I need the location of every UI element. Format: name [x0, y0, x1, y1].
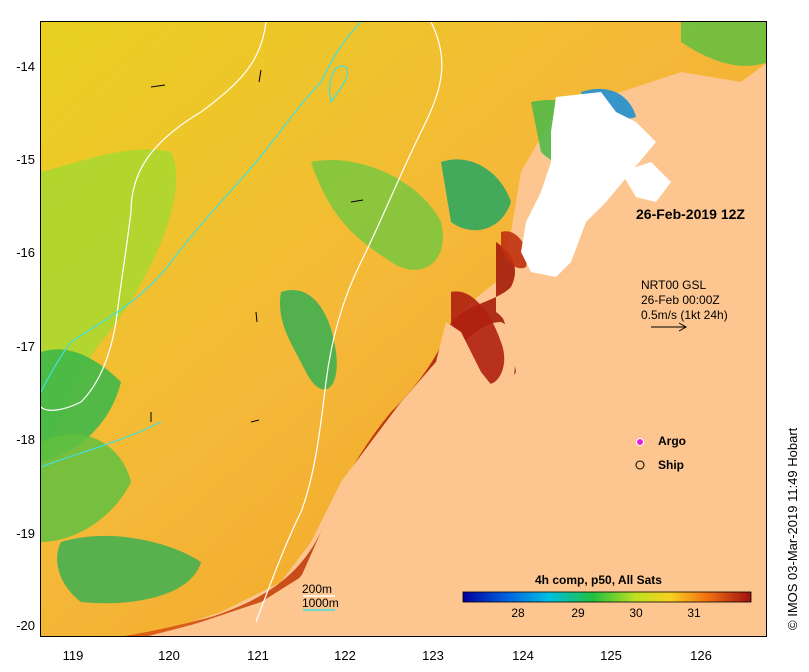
credit-text: IMOS 03-Mar-2019 11:49 Hobart [785, 427, 800, 617]
sst-map-graphic [41, 22, 766, 636]
timestamp-label: 26-Feb-2019 12Z [636, 206, 745, 222]
ship-legend-label: Ship [658, 458, 684, 472]
cloud-mask [621, 162, 671, 202]
cool-water-patch [41, 149, 177, 492]
y-tick-label: -15 [16, 152, 35, 167]
current-vectors [150, 69, 364, 423]
y-tick-label: -16 [16, 245, 35, 260]
y-tick-label: -14 [16, 59, 35, 74]
x-tick-label: 125 [600, 648, 622, 663]
credit-label: © IMOS 03-Mar-2019 11:49 Hobart [785, 428, 800, 630]
y-tick-label: -19 [16, 526, 35, 541]
cool-water-patch [41, 434, 131, 542]
x-tick-label: 122 [334, 648, 356, 663]
sst-map[interactable] [40, 21, 767, 637]
y-tick-label: -18 [16, 432, 35, 447]
cool-water-patch [441, 159, 511, 231]
y-tick-label: -17 [16, 339, 35, 354]
argo-legend-label: Argo [658, 434, 686, 448]
colorbar-tick: 29 [571, 606, 585, 620]
argo-marker [636, 438, 644, 446]
colorbar-tick: 30 [629, 606, 643, 620]
current-scale-arrow [651, 322, 688, 332]
ship-marker [635, 460, 645, 470]
colorbar-tick: 31 [687, 606, 701, 620]
isobath-1000m [41, 22, 362, 393]
cool-water-patch [57, 535, 201, 604]
cool-water-patch [311, 160, 443, 270]
cloud-mask [521, 92, 656, 277]
x-tick-label: 126 [690, 648, 712, 663]
isobath-200m [255, 22, 443, 623]
isobath-1000m-label: 1000m [302, 596, 339, 610]
copyright-icon: © [785, 616, 800, 630]
isobath-200m-label: 200m [302, 582, 333, 596]
isobath-1000m [329, 65, 348, 104]
colorbar-tick: 28 [511, 606, 525, 620]
warm-coastal-water [501, 231, 527, 269]
ocean-area [41, 22, 766, 636]
land-area [157, 63, 766, 636]
x-tick-label: 121 [247, 648, 269, 663]
warm-coastal-water [451, 291, 505, 385]
isobath-200m [41, 22, 267, 411]
cool-water-patch [280, 290, 337, 390]
y-tick-label: -20 [16, 618, 35, 633]
cool-water-patch [41, 349, 121, 462]
x-tick-label: 124 [512, 648, 534, 663]
x-tick-label: 119 [62, 648, 84, 663]
current-source-label: NRT00 GSL [641, 278, 707, 292]
colorbar [462, 591, 752, 603]
cool-water-patch [681, 22, 766, 66]
isobath-1000m [41, 421, 162, 468]
current-scale-label: 0.5m/s (1kt 24h) [641, 308, 728, 322]
x-tick-label: 123 [422, 648, 444, 663]
x-tick-label: 120 [158, 648, 180, 663]
current-date-label: 26-Feb 00:00Z [641, 293, 720, 307]
colorbar-title: 4h comp, p50, All Sats [535, 573, 662, 587]
